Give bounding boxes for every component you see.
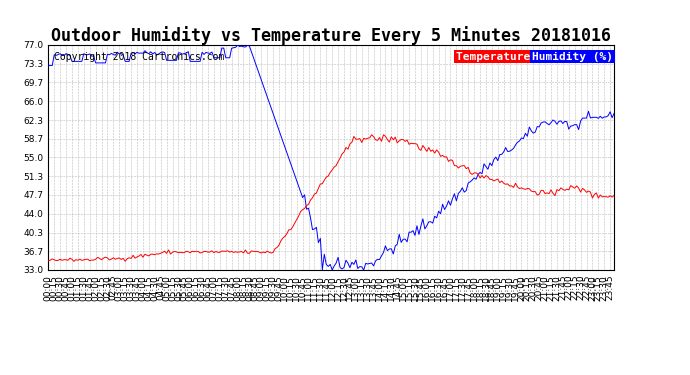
Title: Outdoor Humidity vs Temperature Every 5 Minutes 20181016: Outdoor Humidity vs Temperature Every 5 … — [51, 26, 611, 45]
Text: Copyright 2018 Cartronics.com: Copyright 2018 Cartronics.com — [54, 52, 224, 62]
Text: Humidity (%): Humidity (%) — [532, 52, 613, 62]
Text: Temperature (°F): Temperature (°F) — [455, 52, 564, 62]
